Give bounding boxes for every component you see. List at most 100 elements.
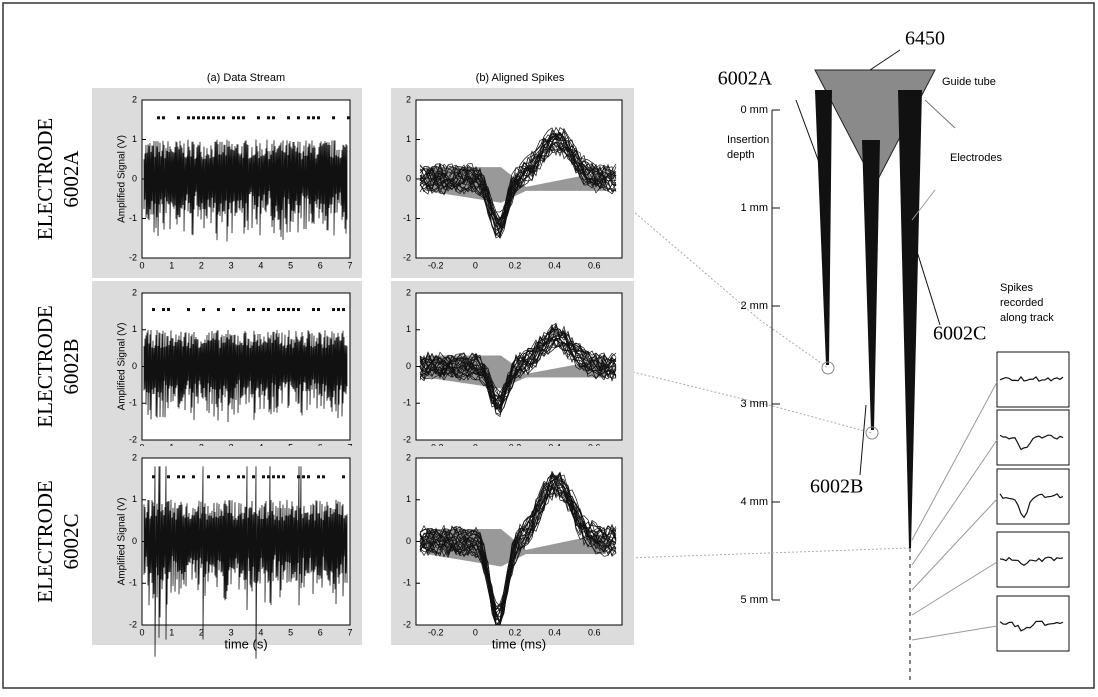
electrode-id: 6002C xyxy=(59,513,83,569)
spike-time xyxy=(237,116,240,120)
spike-time xyxy=(287,116,290,120)
y-tick-label: 2 xyxy=(406,452,411,462)
y-tick-label: 0 xyxy=(406,361,411,371)
spike-trace xyxy=(419,126,617,229)
leader xyxy=(911,498,998,591)
spike-trace xyxy=(999,620,1064,632)
x-tick-label: -0.2 xyxy=(428,627,444,637)
label: depth xyxy=(727,149,755,161)
y-tick-label: 1 xyxy=(406,134,411,144)
x-tick-label: 7 xyxy=(347,260,352,270)
x-tick-label: 3 xyxy=(229,260,234,270)
spike-time xyxy=(227,475,230,479)
spike-time xyxy=(232,308,235,312)
spike-trace xyxy=(999,375,1064,382)
spike-time xyxy=(277,308,280,312)
electrode-text: ELECTRODE xyxy=(33,305,57,427)
panel-title: (a) Data Stream xyxy=(207,72,285,84)
spike-trace xyxy=(419,472,617,626)
spike-trace xyxy=(419,477,617,625)
label: Spikes xyxy=(1000,282,1034,294)
spike-time xyxy=(307,116,310,120)
y-tick-label: 2 xyxy=(406,94,411,104)
y-tick-label: 1 xyxy=(406,494,411,504)
x-axis-label: time (s) xyxy=(224,636,267,651)
spike-time xyxy=(347,116,350,120)
spike-trace xyxy=(419,132,617,235)
spike-time xyxy=(282,475,285,479)
leader xyxy=(911,439,998,566)
y-tick-label: -2 xyxy=(129,619,137,629)
signal xyxy=(143,329,348,423)
electrode xyxy=(862,140,880,430)
connector xyxy=(619,199,829,369)
y-tick-label: 1 xyxy=(406,324,411,334)
spike-time xyxy=(342,308,345,312)
spike-trace xyxy=(419,142,617,221)
electrode xyxy=(815,90,832,365)
leader xyxy=(859,404,867,476)
spike-box xyxy=(996,468,1070,525)
leader xyxy=(924,99,956,129)
spike-time xyxy=(317,116,320,120)
depth-label: 1 mm xyxy=(741,202,769,214)
electrode-text: ELECTRODE xyxy=(33,480,57,602)
spike-trace xyxy=(999,434,1064,451)
spike-time xyxy=(152,475,155,479)
spike-time xyxy=(292,308,295,312)
spike-time xyxy=(157,116,160,120)
y-tick-label: 0 xyxy=(132,173,137,183)
x-tick-label: 0.2 xyxy=(509,260,522,270)
x-tick-label: 5 xyxy=(288,260,293,270)
leader xyxy=(911,381,998,541)
spike-time xyxy=(242,475,245,479)
x-tick-label: 0.2 xyxy=(509,627,522,637)
leader xyxy=(911,561,998,616)
spike-time xyxy=(167,308,170,312)
x-tick-label: 0.4 xyxy=(548,627,561,637)
spike-time xyxy=(232,116,235,120)
electrode-id: 6002B xyxy=(59,338,83,394)
y-tick-label: 2 xyxy=(132,452,137,462)
ref-label: 6002C xyxy=(933,323,986,345)
spike-trace xyxy=(419,332,617,406)
spike-time xyxy=(247,308,250,312)
spike-time xyxy=(217,475,220,479)
spike-time xyxy=(207,116,210,120)
x-tick-label: 1 xyxy=(169,260,174,270)
spike-trace xyxy=(419,132,617,228)
label: along track xyxy=(1000,312,1054,324)
y-tick-label: -2 xyxy=(403,434,411,444)
y-tick-label: -1 xyxy=(129,578,137,588)
y-tick-label: 0 xyxy=(132,536,137,546)
spike-time xyxy=(272,475,275,479)
x-tick-label: 2 xyxy=(199,260,204,270)
spike-trace xyxy=(419,133,617,230)
spike-time xyxy=(177,116,180,120)
spike-time xyxy=(187,308,190,312)
spike-time xyxy=(297,116,300,120)
y-tick-label: 2 xyxy=(132,94,137,104)
y-tick-label: -1 xyxy=(129,398,137,408)
spike-trace xyxy=(419,486,617,608)
x-tick-label: 0 xyxy=(139,627,144,637)
label: recorded xyxy=(1000,297,1043,309)
spike-time xyxy=(182,475,185,479)
spike-time xyxy=(302,475,305,479)
tip xyxy=(865,426,879,440)
label: Guide tube xyxy=(942,76,996,88)
spike-box xyxy=(996,531,1070,588)
spike-time xyxy=(317,475,320,479)
spike-time xyxy=(202,308,205,312)
spike-time xyxy=(342,475,345,479)
y-tick-label: 0 xyxy=(132,361,137,371)
electrode xyxy=(898,90,922,548)
spike-time xyxy=(337,308,340,312)
spike-trace xyxy=(419,338,617,400)
spike-time xyxy=(242,116,245,120)
y-tick-label: 1 xyxy=(132,134,137,144)
spike-time xyxy=(257,116,260,120)
y-tick-label: -2 xyxy=(129,252,137,262)
spike-trace xyxy=(999,493,1064,519)
spike-time xyxy=(262,475,265,479)
